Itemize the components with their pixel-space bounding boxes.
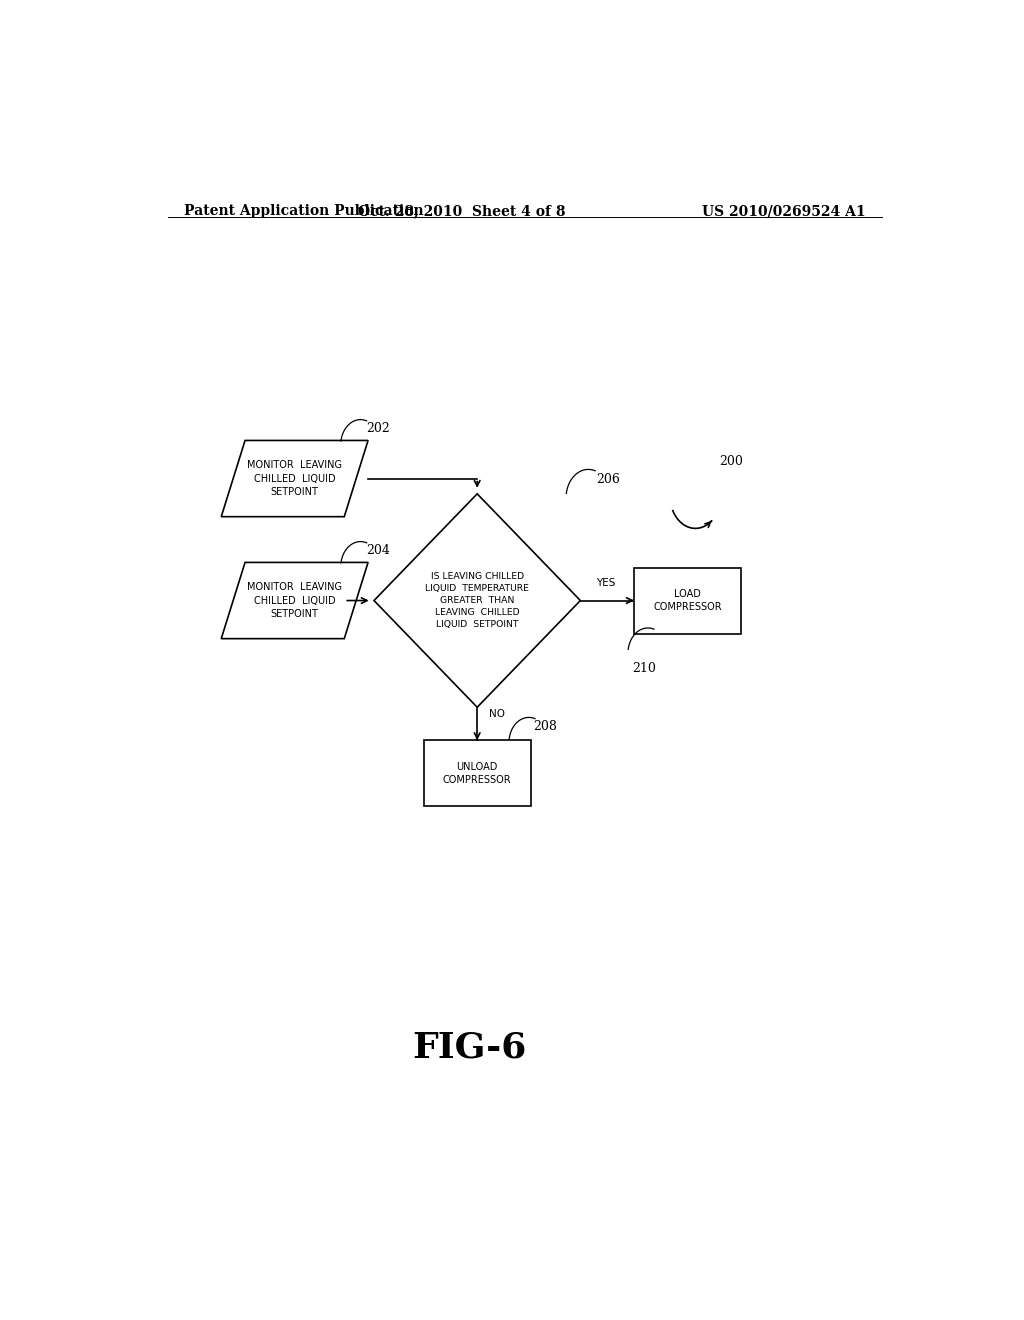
Text: MONITOR  LEAVING
CHILLED  LIQUID
SETPOINT: MONITOR LEAVING CHILLED LIQUID SETPOINT [247,461,342,496]
Text: 210: 210 [632,661,655,675]
Bar [634,568,741,634]
Text: 202: 202 [367,422,390,434]
Text: 200: 200 [719,455,743,469]
Text: IS LEAVING CHILLED
LIQUID  TEMPERATURE
GREATER  THAN
LEAVING  CHILLED
LIQUID  SE: IS LEAVING CHILLED LIQUID TEMPERATURE GR… [425,573,529,628]
Text: UNLOAD
COMPRESSOR: UNLOAD COMPRESSOR [442,762,512,785]
Text: NO: NO [489,709,505,718]
Text: LOAD
COMPRESSOR: LOAD COMPRESSOR [653,589,722,612]
Text: 208: 208 [532,719,557,733]
Text: US 2010/0269524 A1: US 2010/0269524 A1 [702,205,866,218]
Text: 206: 206 [596,473,621,486]
Text: FIG-6: FIG-6 [412,1031,526,1065]
Text: 204: 204 [367,544,390,557]
Text: Oct. 28, 2010  Sheet 4 of 8: Oct. 28, 2010 Sheet 4 of 8 [357,205,565,218]
Bar [424,741,530,807]
Text: YES: YES [596,578,615,589]
Text: Patent Application Publication: Patent Application Publication [183,205,423,218]
Text: MONITOR  LEAVING
CHILLED  LIQUID
SETPOINT: MONITOR LEAVING CHILLED LIQUID SETPOINT [247,582,342,619]
